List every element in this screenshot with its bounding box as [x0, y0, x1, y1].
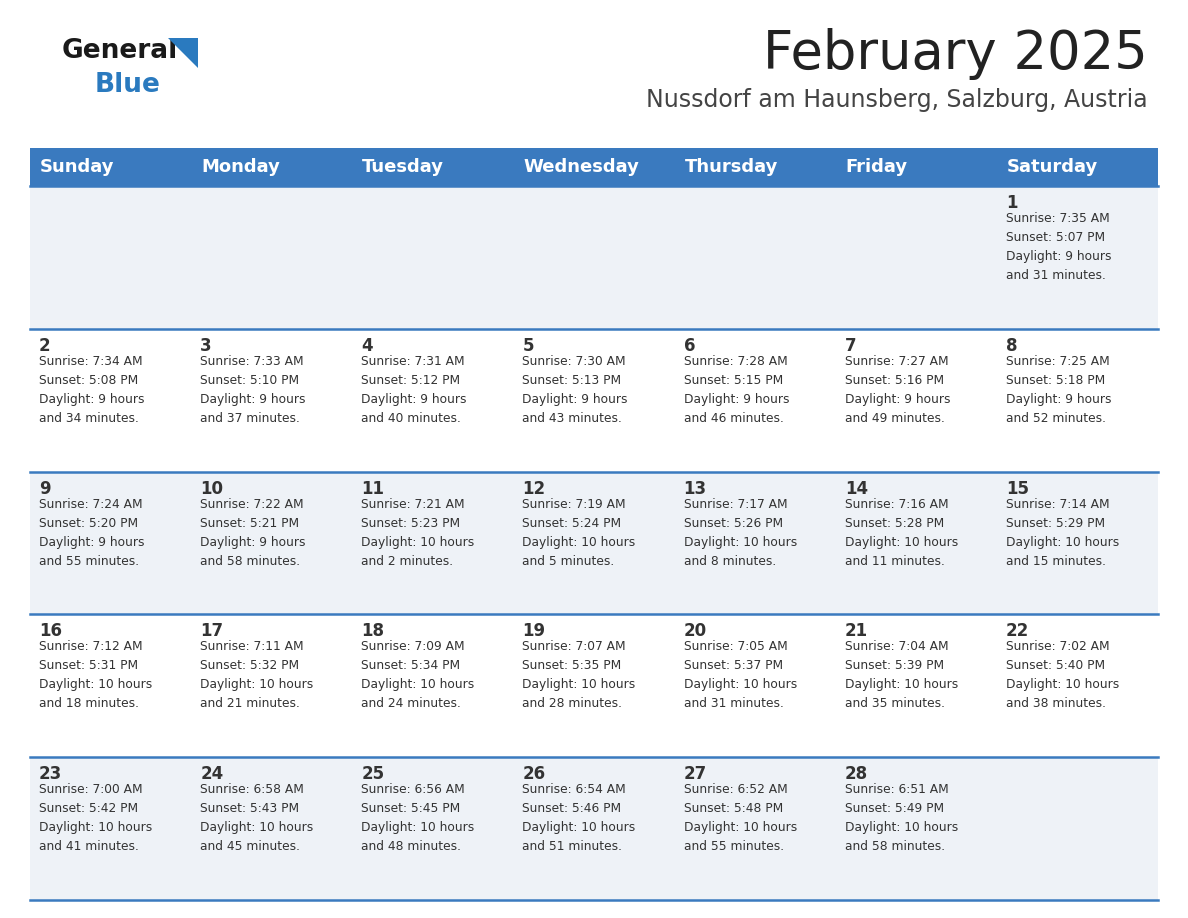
- Text: Nussdorf am Haunsberg, Salzburg, Austria: Nussdorf am Haunsberg, Salzburg, Austria: [646, 88, 1148, 112]
- Text: 14: 14: [845, 479, 868, 498]
- Text: 28: 28: [845, 766, 868, 783]
- Text: Sunrise: 7:35 AM
Sunset: 5:07 PM
Daylight: 9 hours
and 31 minutes.: Sunrise: 7:35 AM Sunset: 5:07 PM Dayligh…: [1006, 212, 1111, 282]
- Text: Sunrise: 6:51 AM
Sunset: 5:49 PM
Daylight: 10 hours
and 58 minutes.: Sunrise: 6:51 AM Sunset: 5:49 PM Dayligh…: [845, 783, 958, 853]
- Text: Sunrise: 7:12 AM
Sunset: 5:31 PM
Daylight: 10 hours
and 18 minutes.: Sunrise: 7:12 AM Sunset: 5:31 PM Dayligh…: [39, 641, 152, 711]
- Text: 12: 12: [523, 479, 545, 498]
- Text: General: General: [62, 38, 178, 64]
- Text: 18: 18: [361, 622, 384, 641]
- Text: 2: 2: [39, 337, 51, 354]
- Text: 21: 21: [845, 622, 868, 641]
- Text: Sunrise: 6:54 AM
Sunset: 5:46 PM
Daylight: 10 hours
and 51 minutes.: Sunrise: 6:54 AM Sunset: 5:46 PM Dayligh…: [523, 783, 636, 853]
- Text: 22: 22: [1006, 622, 1029, 641]
- Text: Sunrise: 7:11 AM
Sunset: 5:32 PM
Daylight: 10 hours
and 21 minutes.: Sunrise: 7:11 AM Sunset: 5:32 PM Dayligh…: [200, 641, 314, 711]
- Text: 26: 26: [523, 766, 545, 783]
- Text: 7: 7: [845, 337, 857, 354]
- Text: Sunrise: 7:27 AM
Sunset: 5:16 PM
Daylight: 9 hours
and 49 minutes.: Sunrise: 7:27 AM Sunset: 5:16 PM Dayligh…: [845, 354, 950, 425]
- Text: 6: 6: [683, 337, 695, 354]
- Bar: [30, 186, 1158, 329]
- Text: Sunrise: 7:16 AM
Sunset: 5:28 PM
Daylight: 10 hours
and 11 minutes.: Sunrise: 7:16 AM Sunset: 5:28 PM Dayligh…: [845, 498, 958, 567]
- Text: Sunrise: 6:52 AM
Sunset: 5:48 PM
Daylight: 10 hours
and 55 minutes.: Sunrise: 6:52 AM Sunset: 5:48 PM Dayligh…: [683, 783, 797, 853]
- Text: 16: 16: [39, 622, 62, 641]
- Text: Saturday: Saturday: [1007, 158, 1098, 176]
- Text: 13: 13: [683, 479, 707, 498]
- Text: 4: 4: [361, 337, 373, 354]
- Text: 20: 20: [683, 622, 707, 641]
- Text: Sunrise: 7:09 AM
Sunset: 5:34 PM
Daylight: 10 hours
and 24 minutes.: Sunrise: 7:09 AM Sunset: 5:34 PM Dayligh…: [361, 641, 474, 711]
- Text: 10: 10: [200, 479, 223, 498]
- Text: 9: 9: [39, 479, 51, 498]
- Text: Monday: Monday: [201, 158, 280, 176]
- Text: Sunrise: 7:22 AM
Sunset: 5:21 PM
Daylight: 9 hours
and 58 minutes.: Sunrise: 7:22 AM Sunset: 5:21 PM Dayligh…: [200, 498, 305, 567]
- Text: Sunrise: 7:07 AM
Sunset: 5:35 PM
Daylight: 10 hours
and 28 minutes.: Sunrise: 7:07 AM Sunset: 5:35 PM Dayligh…: [523, 641, 636, 711]
- Text: Sunrise: 7:00 AM
Sunset: 5:42 PM
Daylight: 10 hours
and 41 minutes.: Sunrise: 7:00 AM Sunset: 5:42 PM Dayligh…: [39, 783, 152, 853]
- Text: 24: 24: [200, 766, 223, 783]
- Text: Sunrise: 7:17 AM
Sunset: 5:26 PM
Daylight: 10 hours
and 8 minutes.: Sunrise: 7:17 AM Sunset: 5:26 PM Dayligh…: [683, 498, 797, 567]
- Text: Wednesday: Wednesday: [524, 158, 639, 176]
- Polygon shape: [168, 38, 198, 68]
- Text: 17: 17: [200, 622, 223, 641]
- Text: Sunrise: 7:31 AM
Sunset: 5:12 PM
Daylight: 9 hours
and 40 minutes.: Sunrise: 7:31 AM Sunset: 5:12 PM Dayligh…: [361, 354, 467, 425]
- Text: Sunday: Sunday: [40, 158, 114, 176]
- Text: Blue: Blue: [95, 72, 160, 98]
- Text: Sunrise: 7:19 AM
Sunset: 5:24 PM
Daylight: 10 hours
and 5 minutes.: Sunrise: 7:19 AM Sunset: 5:24 PM Dayligh…: [523, 498, 636, 567]
- Text: Sunrise: 7:04 AM
Sunset: 5:39 PM
Daylight: 10 hours
and 35 minutes.: Sunrise: 7:04 AM Sunset: 5:39 PM Dayligh…: [845, 641, 958, 711]
- Text: Sunrise: 7:24 AM
Sunset: 5:20 PM
Daylight: 9 hours
and 55 minutes.: Sunrise: 7:24 AM Sunset: 5:20 PM Dayligh…: [39, 498, 145, 567]
- Text: 11: 11: [361, 479, 384, 498]
- Text: Thursday: Thursday: [684, 158, 778, 176]
- Text: 27: 27: [683, 766, 707, 783]
- Text: Sunrise: 7:33 AM
Sunset: 5:10 PM
Daylight: 9 hours
and 37 minutes.: Sunrise: 7:33 AM Sunset: 5:10 PM Dayligh…: [200, 354, 305, 425]
- Text: February 2025: February 2025: [763, 28, 1148, 80]
- Bar: [30, 329, 1158, 472]
- Text: Sunrise: 7:30 AM
Sunset: 5:13 PM
Daylight: 9 hours
and 43 minutes.: Sunrise: 7:30 AM Sunset: 5:13 PM Dayligh…: [523, 354, 628, 425]
- Text: 1: 1: [1006, 194, 1017, 212]
- Text: Sunrise: 7:21 AM
Sunset: 5:23 PM
Daylight: 10 hours
and 2 minutes.: Sunrise: 7:21 AM Sunset: 5:23 PM Dayligh…: [361, 498, 474, 567]
- Text: Sunrise: 7:05 AM
Sunset: 5:37 PM
Daylight: 10 hours
and 31 minutes.: Sunrise: 7:05 AM Sunset: 5:37 PM Dayligh…: [683, 641, 797, 711]
- Bar: [30, 757, 1158, 900]
- Text: Sunrise: 7:34 AM
Sunset: 5:08 PM
Daylight: 9 hours
and 34 minutes.: Sunrise: 7:34 AM Sunset: 5:08 PM Dayligh…: [39, 354, 145, 425]
- Text: 3: 3: [200, 337, 211, 354]
- Text: Sunrise: 7:28 AM
Sunset: 5:15 PM
Daylight: 9 hours
and 46 minutes.: Sunrise: 7:28 AM Sunset: 5:15 PM Dayligh…: [683, 354, 789, 425]
- Text: Tuesday: Tuesday: [362, 158, 444, 176]
- Text: 19: 19: [523, 622, 545, 641]
- Text: Sunrise: 7:25 AM
Sunset: 5:18 PM
Daylight: 9 hours
and 52 minutes.: Sunrise: 7:25 AM Sunset: 5:18 PM Dayligh…: [1006, 354, 1111, 425]
- Text: 25: 25: [361, 766, 385, 783]
- Text: 5: 5: [523, 337, 533, 354]
- Text: Sunrise: 6:58 AM
Sunset: 5:43 PM
Daylight: 10 hours
and 45 minutes.: Sunrise: 6:58 AM Sunset: 5:43 PM Dayligh…: [200, 783, 314, 853]
- Text: Sunrise: 7:14 AM
Sunset: 5:29 PM
Daylight: 10 hours
and 15 minutes.: Sunrise: 7:14 AM Sunset: 5:29 PM Dayligh…: [1006, 498, 1119, 567]
- Text: Sunrise: 7:02 AM
Sunset: 5:40 PM
Daylight: 10 hours
and 38 minutes.: Sunrise: 7:02 AM Sunset: 5:40 PM Dayligh…: [1006, 641, 1119, 711]
- Bar: [30, 148, 1158, 186]
- Text: 23: 23: [39, 766, 62, 783]
- Text: Friday: Friday: [846, 158, 908, 176]
- Bar: [30, 472, 1158, 614]
- Text: Sunrise: 6:56 AM
Sunset: 5:45 PM
Daylight: 10 hours
and 48 minutes.: Sunrise: 6:56 AM Sunset: 5:45 PM Dayligh…: [361, 783, 474, 853]
- Text: 15: 15: [1006, 479, 1029, 498]
- Bar: [30, 614, 1158, 757]
- Text: 8: 8: [1006, 337, 1017, 354]
